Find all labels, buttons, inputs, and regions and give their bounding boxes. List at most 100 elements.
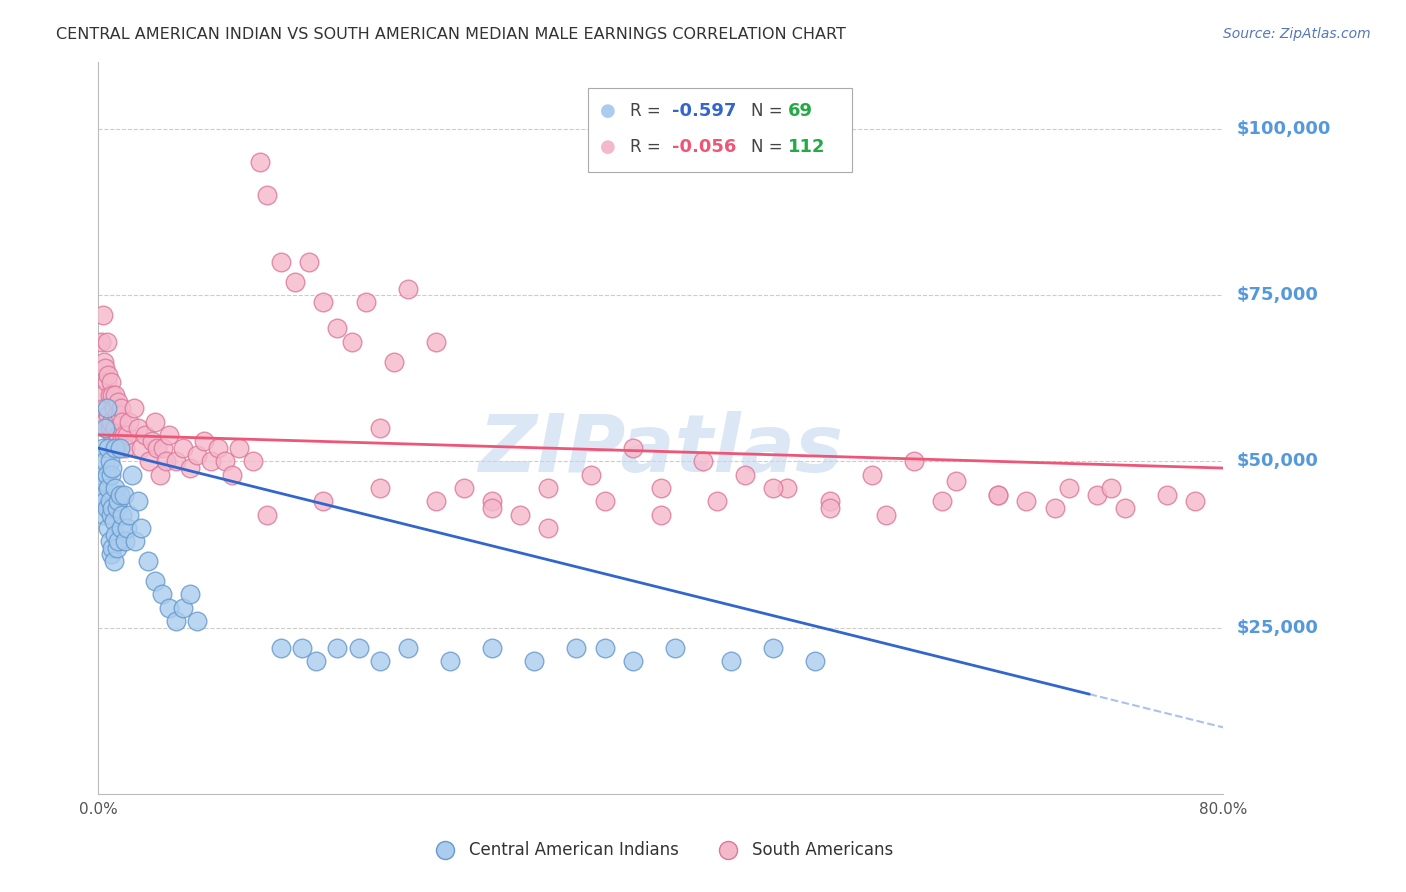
Point [579, 467, 602, 482]
Point [593, 494, 616, 508]
Point [157, 600, 180, 615]
Point [94, 421, 117, 435]
Point [94, 361, 117, 376]
Point [104, 421, 127, 435]
Point [200, 454, 222, 468]
Point [165, 454, 187, 468]
Point [97, 521, 120, 535]
Point [94, 415, 117, 429]
Point [621, 654, 644, 668]
Point [818, 494, 841, 508]
Point [221, 467, 243, 482]
Point [537, 521, 560, 535]
Point [340, 334, 363, 349]
Point [101, 427, 124, 442]
Point [104, 441, 127, 455]
Point [93, 354, 115, 368]
Point [134, 427, 156, 442]
Point [143, 574, 166, 588]
Point [108, 408, 131, 422]
Point [115, 521, 138, 535]
Point [93, 508, 115, 522]
Point [127, 421, 149, 435]
Point [312, 294, 335, 309]
Point [720, 654, 742, 668]
Point [207, 441, 229, 455]
Point [101, 461, 124, 475]
Point [650, 481, 672, 495]
Point [291, 640, 314, 655]
Point [112, 488, 135, 502]
Point [354, 294, 377, 309]
Point [93, 401, 115, 416]
Text: 112: 112 [787, 137, 825, 155]
Point [509, 508, 531, 522]
Point [157, 427, 180, 442]
Point [155, 454, 177, 468]
Point [97, 368, 120, 382]
Legend: Central American Indians, South Americans: Central American Indians, South American… [422, 835, 900, 866]
Point [347, 640, 370, 655]
Point [1114, 500, 1136, 515]
Point [762, 481, 785, 495]
Point [537, 481, 560, 495]
Point [122, 401, 145, 416]
Point [90, 467, 112, 482]
Point [107, 534, 129, 549]
Point [96, 334, 118, 349]
Point [228, 441, 250, 455]
Point [105, 434, 128, 449]
Text: N =: N = [751, 103, 787, 120]
Point [425, 494, 447, 508]
Point [150, 587, 173, 601]
Point [98, 388, 121, 402]
Point [103, 401, 125, 416]
Point [453, 481, 475, 495]
Point [249, 155, 271, 169]
Point [179, 587, 201, 601]
Point [903, 454, 925, 468]
Point [650, 508, 672, 522]
Point [706, 494, 728, 508]
Point [97, 441, 120, 455]
Text: 69: 69 [787, 103, 813, 120]
Point [186, 448, 208, 462]
Point [98, 534, 121, 549]
Point [425, 334, 447, 349]
Point [242, 454, 264, 468]
Point [762, 640, 785, 655]
Text: ZIPatlas: ZIPatlas [478, 411, 844, 489]
Point [105, 541, 128, 555]
Point [256, 508, 278, 522]
Text: N =: N = [751, 137, 787, 155]
Point [108, 441, 131, 455]
Point [270, 255, 292, 269]
Point [96, 421, 118, 435]
Point [96, 500, 118, 515]
Point [111, 415, 134, 429]
Point [103, 441, 125, 455]
Point [103, 514, 125, 528]
Point [256, 188, 278, 202]
Point [270, 640, 292, 655]
Point [101, 388, 124, 402]
Point [94, 454, 117, 468]
Text: R =: R = [630, 103, 666, 120]
Point [110, 521, 132, 535]
Point [172, 441, 194, 455]
Point [104, 527, 127, 541]
Point [100, 375, 122, 389]
Point [396, 281, 419, 295]
Point [1043, 500, 1066, 515]
Point [284, 275, 307, 289]
Point [100, 415, 122, 429]
Point [97, 408, 120, 422]
FancyBboxPatch shape [588, 88, 852, 172]
Point [523, 654, 546, 668]
Point [368, 481, 391, 495]
Point [396, 640, 419, 655]
Point [97, 481, 120, 495]
Point [312, 494, 335, 508]
Point [100, 508, 122, 522]
Point [105, 500, 128, 515]
